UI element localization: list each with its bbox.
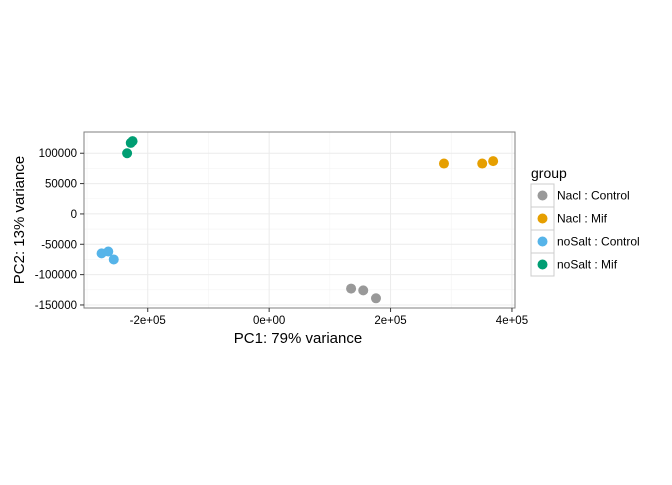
x-tick-label: -2e+05 bbox=[130, 315, 166, 327]
y-tick-label: 0 bbox=[71, 209, 77, 221]
legend-label: noSalt : Control bbox=[557, 235, 640, 249]
x-tick-label: 2e+05 bbox=[374, 315, 406, 327]
data-point-series-1 bbox=[346, 283, 357, 294]
legend-title: group bbox=[531, 165, 567, 181]
y-tick-label: 100000 bbox=[39, 148, 77, 160]
plot-panel bbox=[84, 132, 515, 308]
legend-label: Nacl : Control bbox=[557, 189, 630, 203]
y-tick-label: -100000 bbox=[35, 270, 77, 282]
legend-key-marker bbox=[537, 236, 548, 247]
data-point-series-2 bbox=[488, 156, 499, 167]
legend: group Nacl : Control Nacl : Mif noSalt : C… bbox=[530, 165, 640, 277]
y-tick-label: 50000 bbox=[45, 179, 77, 191]
y-tick-label: -50000 bbox=[41, 239, 77, 251]
data-point-series-4 bbox=[127, 136, 138, 147]
legend-key-marker bbox=[537, 213, 548, 224]
data-point-series-1 bbox=[370, 293, 381, 304]
data-point-series-3 bbox=[103, 246, 114, 257]
x-axis-label: PC1: 79% variance bbox=[234, 330, 362, 347]
data-point-series-1 bbox=[358, 285, 369, 296]
data-point-series-2 bbox=[438, 158, 449, 169]
x-tick-label: 4e+05 bbox=[496, 315, 528, 327]
legend-key-marker bbox=[537, 190, 548, 201]
legend-label: noSalt : Mif bbox=[557, 258, 618, 272]
plot-border bbox=[83, 131, 516, 309]
y-axis-label: PC2: 13% variance bbox=[11, 156, 28, 284]
x-tick-label: 0e+00 bbox=[253, 315, 285, 327]
legend-key-marker bbox=[537, 259, 548, 270]
data-point-series-3 bbox=[108, 254, 119, 265]
data-point-series-2 bbox=[477, 158, 488, 169]
data-point-series-4 bbox=[122, 148, 133, 159]
y-tick-label: -150000 bbox=[35, 300, 77, 312]
plot-layer: -2e+05 0e+00 2e+05 4e+05 -150000 -100000 -5000… bbox=[35, 131, 528, 327]
legend-label: Nacl : Mif bbox=[557, 212, 608, 226]
